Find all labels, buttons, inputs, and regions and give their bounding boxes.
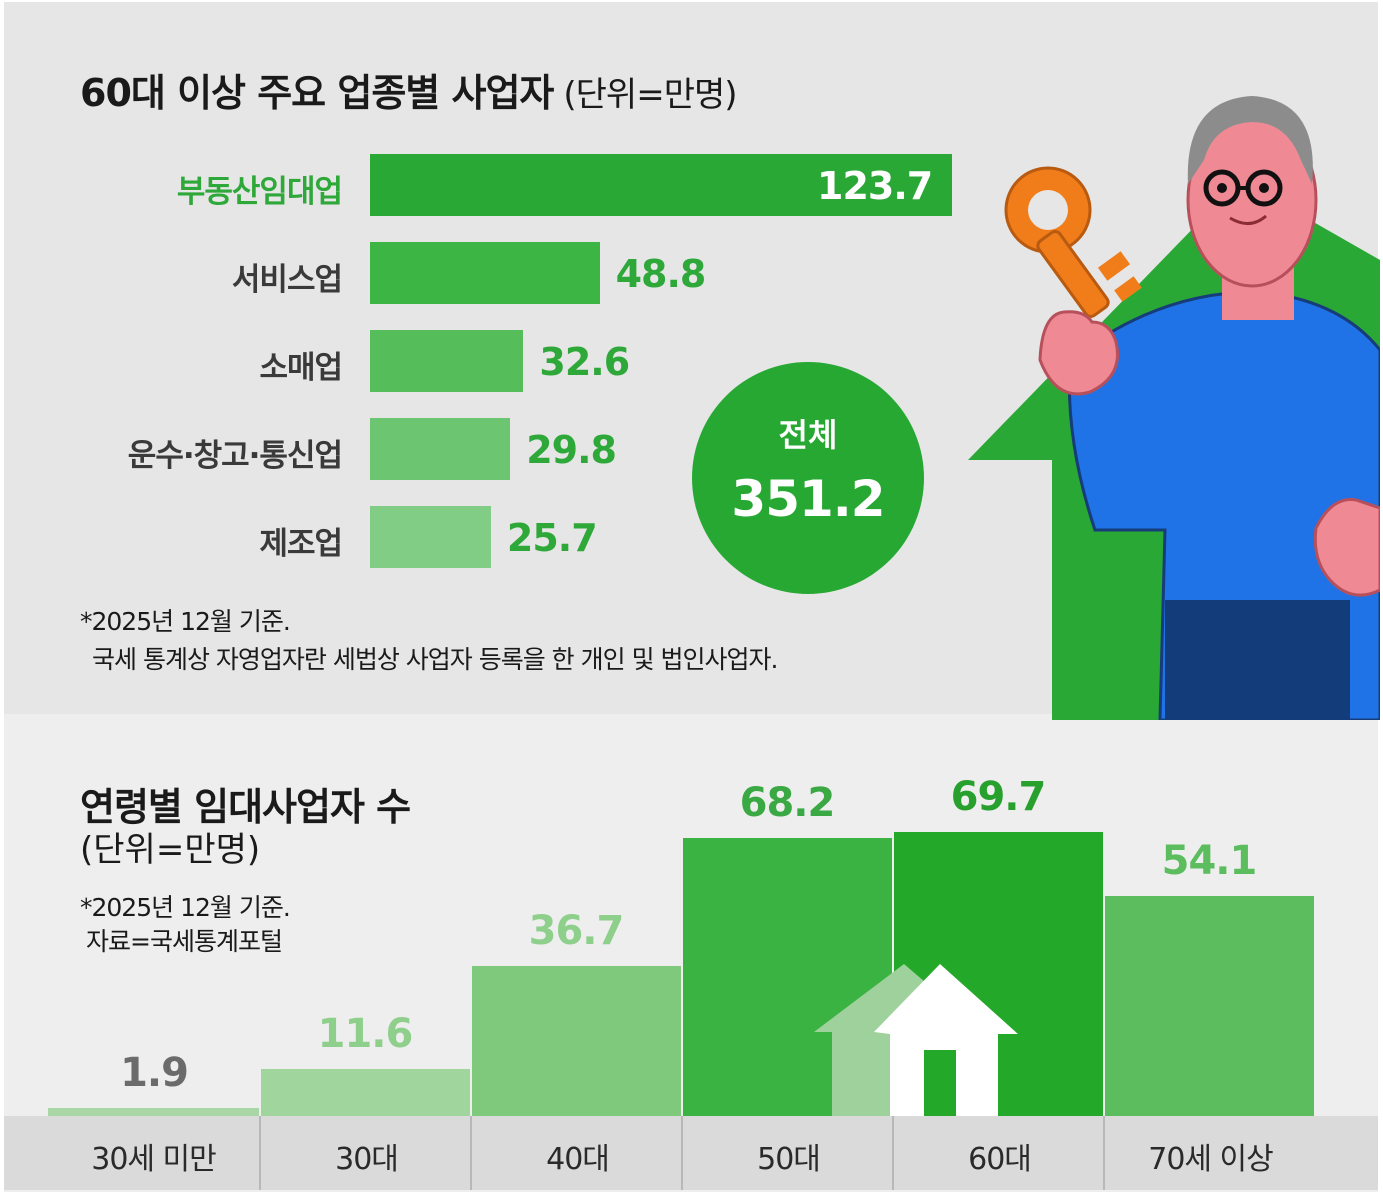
x-axis-strip <box>4 1116 1378 1190</box>
age-bar <box>48 1108 259 1116</box>
person-figure <box>1038 96 1380 720</box>
age-value-label: 54.1 <box>1161 837 1258 884</box>
house-icon <box>814 964 1018 1118</box>
age-tick-label: 50대 <box>757 1142 821 1177</box>
axis-divider <box>681 1116 683 1190</box>
industry-value-label: 123.7 <box>817 164 933 208</box>
industry-label: 서비스업 <box>231 262 343 298</box>
axis-divider <box>470 1116 472 1190</box>
industry-label: 소매업 <box>259 350 343 386</box>
age-value-label: 68.2 <box>739 780 836 827</box>
total-badge: 전체 351.2 <box>692 362 924 594</box>
industry-bar <box>370 154 952 216</box>
industry-value-label: 29.8 <box>526 428 617 472</box>
age-bar <box>1105 895 1314 1116</box>
industry-bar <box>370 418 511 480</box>
age-tick-label: 30세 미만 <box>91 1142 217 1177</box>
industry-value-label: 25.7 <box>506 516 598 560</box>
chart1-note-date: *2025년 12월 기준. <box>80 607 291 636</box>
industry-value-label: 32.6 <box>539 340 630 384</box>
industry-value-label: 48.8 <box>615 252 707 296</box>
chart1-title-text: 60대 이상 주요 업종별 사업자 <box>80 71 554 115</box>
axis-divider <box>1103 1116 1105 1190</box>
age-value-label: 11.6 <box>317 1010 414 1057</box>
industry-bar <box>370 506 491 568</box>
age-tick-label: 30대 <box>335 1142 399 1177</box>
senior-with-key-illustration <box>968 96 1380 720</box>
industry-bar <box>370 330 524 392</box>
age-tick-label: 40대 <box>546 1142 610 1177</box>
age-value-label: 69.7 <box>950 774 1047 820</box>
chart2-note-source: 자료=국세통계포털 <box>86 927 283 956</box>
age-tick-label: 60대 <box>968 1142 1032 1177</box>
industry-label: 부동산임대업 <box>176 174 343 210</box>
chart2-title: 연령별 임대사업자 수 <box>80 785 411 829</box>
industry-bar <box>370 242 600 304</box>
chart2-note-date: *2025년 12월 기준. <box>80 893 291 922</box>
axis-divider <box>259 1116 261 1190</box>
chart2-unit: (단위=만명) <box>80 830 261 870</box>
chart1-title: 60대 이상 주요 업종별 사업자 (단위=만명) <box>80 62 738 117</box>
age-bar <box>261 1068 470 1116</box>
total-label: 전체 <box>778 416 838 454</box>
age-value-label: 1.9 <box>120 1050 189 1097</box>
industry-label: 운수·창고·통신업 <box>127 438 343 474</box>
total-value: 351.2 <box>731 470 885 528</box>
chart1-note-definition: 국세 통계상 자영업자란 세법상 사업자 등록을 한 개인 및 법인사업자. <box>92 645 778 674</box>
age-value-label: 36.7 <box>528 908 625 955</box>
chart1-unit: (단위=만명) <box>563 75 737 115</box>
age-tick-label: 70세 이상 <box>1148 1142 1274 1177</box>
key-icon <box>1004 166 1142 318</box>
axis-divider <box>892 1116 894 1190</box>
age-bar <box>472 966 681 1116</box>
industry-label: 제조업 <box>259 526 343 562</box>
